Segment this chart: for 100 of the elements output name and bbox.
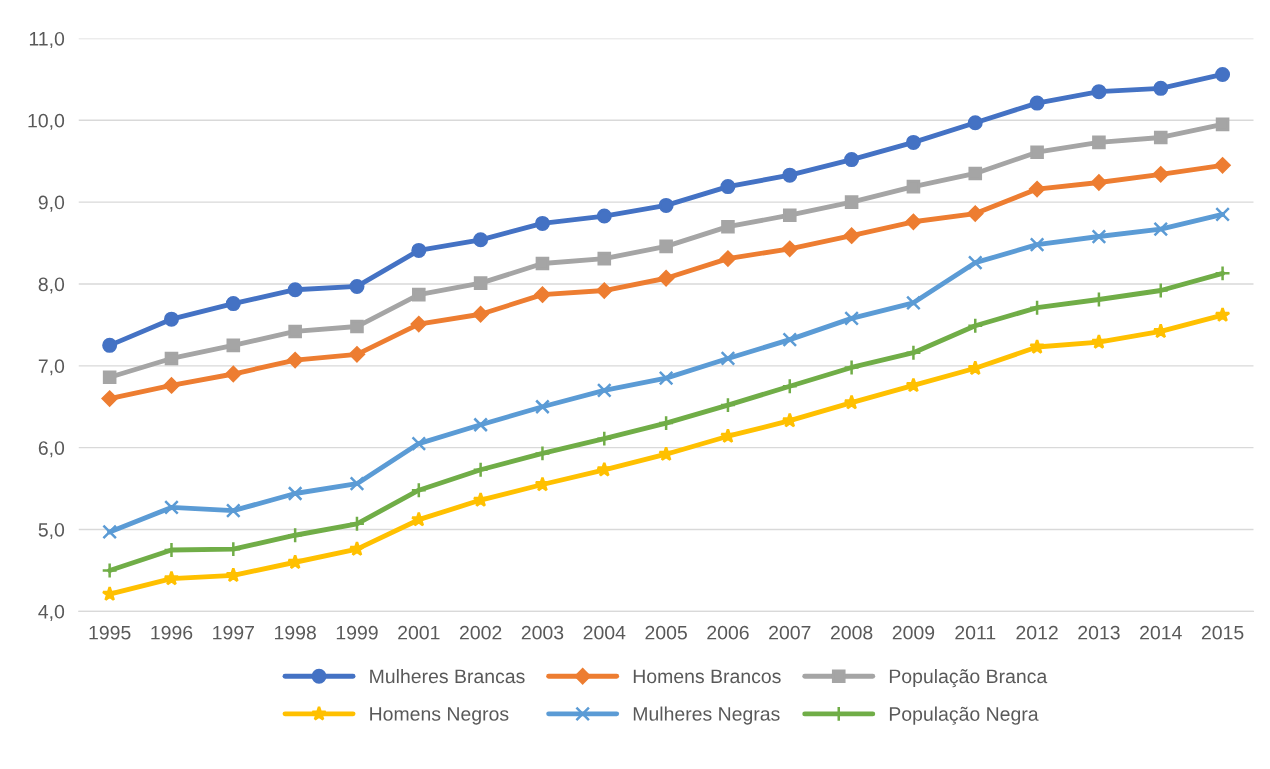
point bbox=[782, 167, 798, 183]
point bbox=[1214, 157, 1231, 174]
point bbox=[1153, 80, 1169, 96]
point bbox=[287, 351, 304, 369]
y-tick-label: 4,0 bbox=[38, 604, 65, 621]
point bbox=[843, 359, 860, 376]
point bbox=[102, 337, 118, 353]
x-tick-label: 2005 bbox=[645, 625, 687, 640]
point bbox=[782, 208, 797, 223]
legend-label: Homens Negros bbox=[370, 707, 509, 725]
point bbox=[968, 166, 983, 181]
point bbox=[288, 324, 302, 339]
point bbox=[534, 286, 551, 303]
point bbox=[163, 499, 179, 515]
x-tick-label: 1998 bbox=[275, 625, 316, 640]
y-tick-label: 10,0 bbox=[28, 113, 65, 130]
x-tick-label: 2014 bbox=[1140, 625, 1182, 640]
point bbox=[226, 338, 241, 353]
point bbox=[658, 197, 674, 213]
point bbox=[782, 332, 798, 348]
point bbox=[348, 346, 366, 363]
point bbox=[534, 445, 551, 462]
x-tick-label: 2007 bbox=[769, 625, 811, 640]
point bbox=[657, 270, 675, 287]
point bbox=[781, 240, 798, 257]
y-tick-label: 9,0 bbox=[38, 195, 65, 212]
point bbox=[411, 242, 427, 258]
y-tick-label: 8,0 bbox=[38, 277, 65, 294]
point bbox=[349, 476, 365, 492]
point bbox=[1030, 145, 1044, 160]
point bbox=[1090, 174, 1108, 191]
x-tick-label: 1999 bbox=[336, 625, 378, 640]
point bbox=[657, 414, 675, 432]
point bbox=[473, 276, 488, 290]
point bbox=[1214, 306, 1231, 322]
legend-label: Mulheres Brancas bbox=[370, 668, 525, 684]
x-tick-label: 2002 bbox=[459, 625, 502, 640]
point bbox=[348, 515, 366, 532]
point bbox=[287, 486, 303, 501]
point bbox=[1029, 338, 1045, 354]
point bbox=[102, 524, 118, 540]
point bbox=[906, 179, 921, 194]
point bbox=[101, 585, 118, 602]
point bbox=[411, 287, 426, 302]
point bbox=[596, 208, 612, 224]
x-tick-label: 2012 bbox=[1016, 625, 1058, 640]
point bbox=[967, 360, 984, 376]
point bbox=[596, 382, 612, 398]
point bbox=[410, 482, 427, 499]
point bbox=[721, 219, 735, 234]
x-tick-label: 2009 bbox=[892, 625, 935, 640]
y-tick-label: 6,0 bbox=[38, 441, 65, 458]
point bbox=[905, 344, 922, 361]
point bbox=[473, 417, 489, 433]
point bbox=[101, 390, 118, 407]
point bbox=[1215, 66, 1231, 82]
x-tick-label: 2015 bbox=[1201, 625, 1244, 640]
point bbox=[967, 205, 984, 222]
point bbox=[225, 503, 241, 519]
point bbox=[535, 256, 550, 271]
x-tick-label: 2004 bbox=[583, 625, 626, 640]
point bbox=[1029, 95, 1045, 111]
point bbox=[659, 239, 673, 254]
point bbox=[1214, 265, 1231, 282]
legend-label: Mulheres Negras bbox=[633, 706, 780, 725]
point bbox=[658, 446, 674, 462]
x-tick-label: 1997 bbox=[213, 625, 254, 640]
point bbox=[411, 436, 427, 452]
point bbox=[844, 310, 860, 326]
point bbox=[1215, 206, 1231, 222]
point bbox=[472, 306, 489, 323]
point bbox=[905, 213, 922, 230]
point bbox=[1091, 229, 1107, 245]
point bbox=[101, 562, 118, 579]
point bbox=[287, 554, 303, 570]
point bbox=[410, 315, 427, 333]
x-tick-label: 2011 bbox=[955, 625, 996, 640]
point bbox=[1152, 166, 1169, 183]
point bbox=[1215, 117, 1230, 132]
point bbox=[719, 250, 737, 267]
point bbox=[967, 115, 983, 131]
x-tick-label: 1996 bbox=[151, 625, 193, 640]
point bbox=[719, 396, 737, 414]
point bbox=[472, 461, 489, 478]
point bbox=[720, 428, 736, 444]
point bbox=[225, 365, 242, 383]
point bbox=[720, 179, 736, 195]
point bbox=[349, 540, 365, 557]
point bbox=[967, 255, 983, 271]
point bbox=[102, 370, 117, 385]
y-tick-label: 7,0 bbox=[38, 359, 65, 376]
x-tick-label: 2013 bbox=[1078, 625, 1120, 640]
point bbox=[596, 430, 613, 447]
point bbox=[1092, 135, 1106, 150]
legend-label: Homens Brancos bbox=[633, 669, 781, 684]
y-tick-label: 5,0 bbox=[38, 522, 65, 540]
point bbox=[163, 377, 180, 394]
point bbox=[473, 232, 489, 248]
point bbox=[844, 152, 860, 168]
point bbox=[596, 282, 613, 299]
